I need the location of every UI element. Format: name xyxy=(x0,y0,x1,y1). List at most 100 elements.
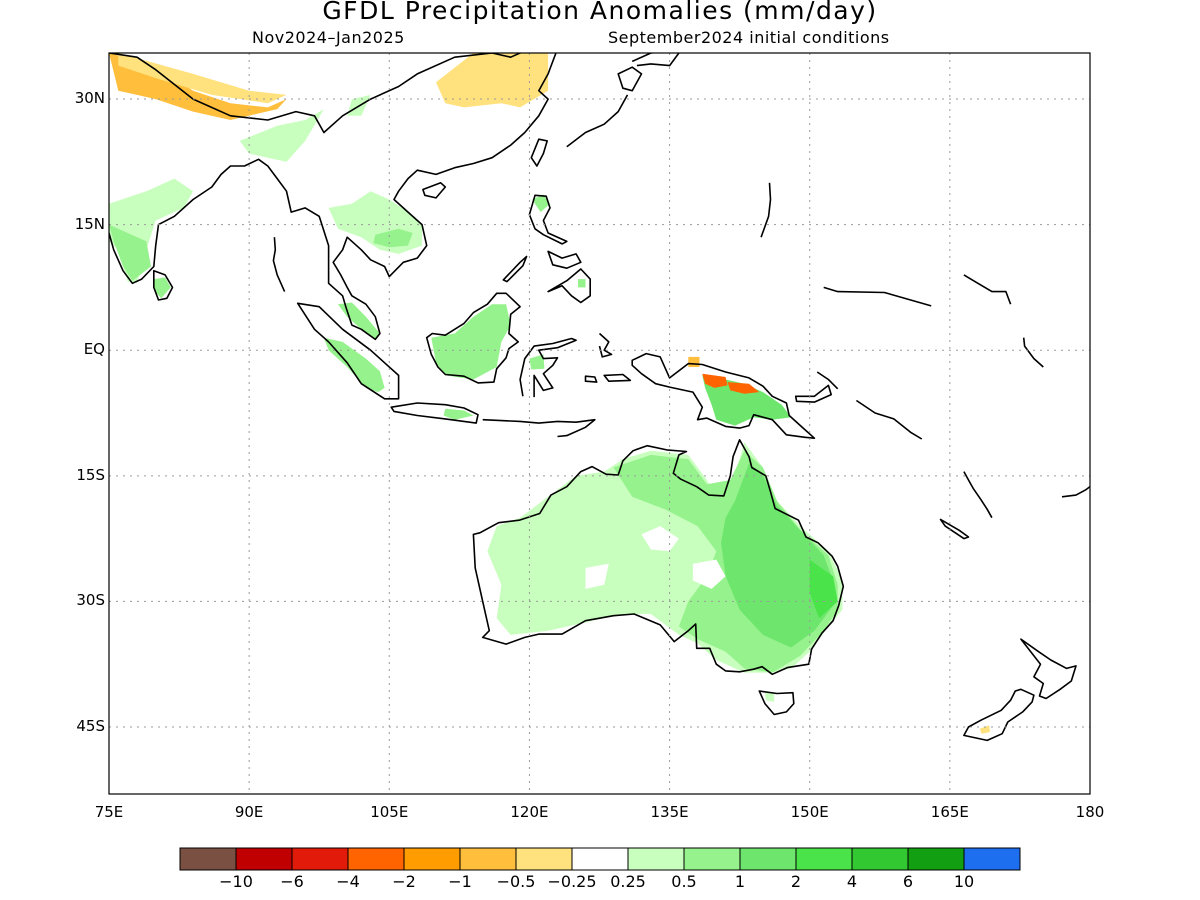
coastline-marshall xyxy=(963,274,1012,305)
coastline-sumatra xyxy=(296,302,400,400)
anomaly-region-new-guinea-dry-3 xyxy=(688,356,700,367)
coastline-new-guinea xyxy=(631,352,816,440)
colorbar-swatch xyxy=(907,847,965,871)
colorbar-swatch xyxy=(795,847,853,871)
colorbar xyxy=(179,847,1021,871)
coastline-new-caledonia xyxy=(939,518,970,540)
lon-tick-label: 90E xyxy=(234,803,264,821)
coastline-asia-mainland xyxy=(109,53,557,341)
anomaly-region-malaya-wet xyxy=(337,302,380,340)
coastlines xyxy=(109,53,1090,742)
colorbar-swatch xyxy=(739,847,797,871)
coastline-ryukyu xyxy=(566,94,629,148)
colorbar-swatch xyxy=(459,847,517,871)
colorbar-swatch xyxy=(179,847,237,871)
colorbar-swatch xyxy=(347,847,405,871)
lat-tick-label: 15S xyxy=(76,465,105,484)
anomaly-region-luzon-wet xyxy=(532,194,550,213)
colorbar-tick-label: 4 xyxy=(846,872,858,891)
anomaly-region-sri-lanka-wet xyxy=(153,277,171,299)
coastline-java xyxy=(390,402,479,424)
lat-tick-label: EQ xyxy=(83,340,105,359)
colorbar-tick-label: −6 xyxy=(280,872,304,891)
coastline-taiwan xyxy=(530,138,549,167)
coastline-mindanao xyxy=(547,268,592,304)
anomaly-region-new-guinea-dry-2 xyxy=(727,382,760,394)
coastline-luzon xyxy=(528,194,568,245)
coastline-andaman xyxy=(272,237,286,292)
coastline-new-ireland xyxy=(816,371,839,390)
lon-tick-label: 120E xyxy=(510,803,549,821)
lat-tick-label: 15N xyxy=(74,214,105,233)
colorbar-tick-label: −1 xyxy=(448,872,472,891)
colorbar-swatch xyxy=(291,847,349,871)
coastline-australia xyxy=(472,438,845,676)
map-frame xyxy=(108,52,1091,795)
colorbar-swatch xyxy=(235,847,293,871)
initial-conditions-subtitle: September2024 initial conditions xyxy=(608,28,890,47)
coastline-tasmania xyxy=(758,690,795,716)
coastline-vanuatu xyxy=(963,471,993,519)
anomaly-region-tasmania-wet xyxy=(764,691,775,702)
season-subtitle: Nov2024–Jan2025 xyxy=(252,28,405,47)
lon-tick-label: 105E xyxy=(370,803,409,821)
anomaly-region-india-south-wet xyxy=(109,224,151,281)
coastline-nz-north xyxy=(1020,638,1077,700)
coastline-kiribati xyxy=(1022,337,1044,368)
coastline-borneo xyxy=(425,292,521,384)
lon-tick-label: 180 xyxy=(1075,803,1105,821)
anomaly-region-sulawesi-wet xyxy=(529,354,545,370)
colorbar-tick-label: 1 xyxy=(734,872,746,891)
colorbar-tick-label: −4 xyxy=(336,872,360,891)
coastline-seram xyxy=(603,373,632,383)
anomaly-region-china-dry xyxy=(436,53,549,108)
coastline-new-britain xyxy=(794,384,833,403)
anomaly-region-assam-wet xyxy=(239,109,324,162)
colorbar-tick-label: 2 xyxy=(790,872,802,891)
coastline-solomons xyxy=(855,399,923,440)
coastline-japan-honshu xyxy=(631,53,680,67)
colorbar-tick-label: −0.25 xyxy=(547,872,597,891)
coastline-fiji xyxy=(1061,486,1090,498)
lon-tick-label: 135E xyxy=(650,803,689,821)
lat-tick-label: 30S xyxy=(76,591,105,610)
colorbar-swatch xyxy=(851,847,909,871)
colorbar-tick-label: −0.5 xyxy=(496,872,536,891)
coastline-palawan xyxy=(502,255,528,283)
anomaly-region-australia-dry-hole-3 xyxy=(585,563,609,589)
coastline-buru xyxy=(584,375,598,383)
colorbar-tick-label: −2 xyxy=(392,872,416,891)
anomaly-region-mindanao-wet xyxy=(578,279,586,288)
anomaly-region-new-guinea-dry-1 xyxy=(702,373,728,388)
colorbar-swatch xyxy=(627,847,685,871)
colorbar-tick-label: 0.25 xyxy=(610,872,646,891)
colorbar-swatch xyxy=(963,847,1021,871)
colorbar-swatch xyxy=(683,847,741,871)
coastline-halmahera xyxy=(598,332,613,358)
colorbar-tick-label: 6 xyxy=(902,872,914,891)
coastline-micronesia-1 xyxy=(823,286,932,307)
colorbar-tick-label: −10 xyxy=(219,872,253,891)
coastline-visayas xyxy=(547,250,582,270)
lat-tick-label: 45S xyxy=(76,717,105,736)
anomaly-region-new-guinea-wet xyxy=(702,375,791,426)
coastline-bali-to-timor xyxy=(482,418,596,438)
colorbar-swatch xyxy=(515,847,573,871)
anomaly-region-australia-strong-wet xyxy=(721,463,834,648)
coastline-sri-lanka xyxy=(153,269,174,301)
map-background xyxy=(109,53,1090,794)
anomaly-region-borneo-wet xyxy=(431,304,511,380)
colorbar-swatch xyxy=(403,847,461,871)
coastline-japan-kyushu xyxy=(617,66,643,92)
anomaly-region-australia-east-coast-wet xyxy=(809,559,838,619)
coastline-mariana xyxy=(760,182,772,238)
colorbar-tick-label: 0.5 xyxy=(671,872,697,891)
anomaly-region-nz-dry xyxy=(979,725,990,734)
anomaly-region-australia-dry-hole-2 xyxy=(692,559,726,589)
lon-tick-label: 165E xyxy=(930,803,969,821)
lon-tick-label: 150E xyxy=(790,803,829,821)
colorbar-tick-label: 10 xyxy=(953,872,975,891)
anomaly-shading xyxy=(109,53,990,734)
anomaly-region-java-wet xyxy=(443,408,474,420)
